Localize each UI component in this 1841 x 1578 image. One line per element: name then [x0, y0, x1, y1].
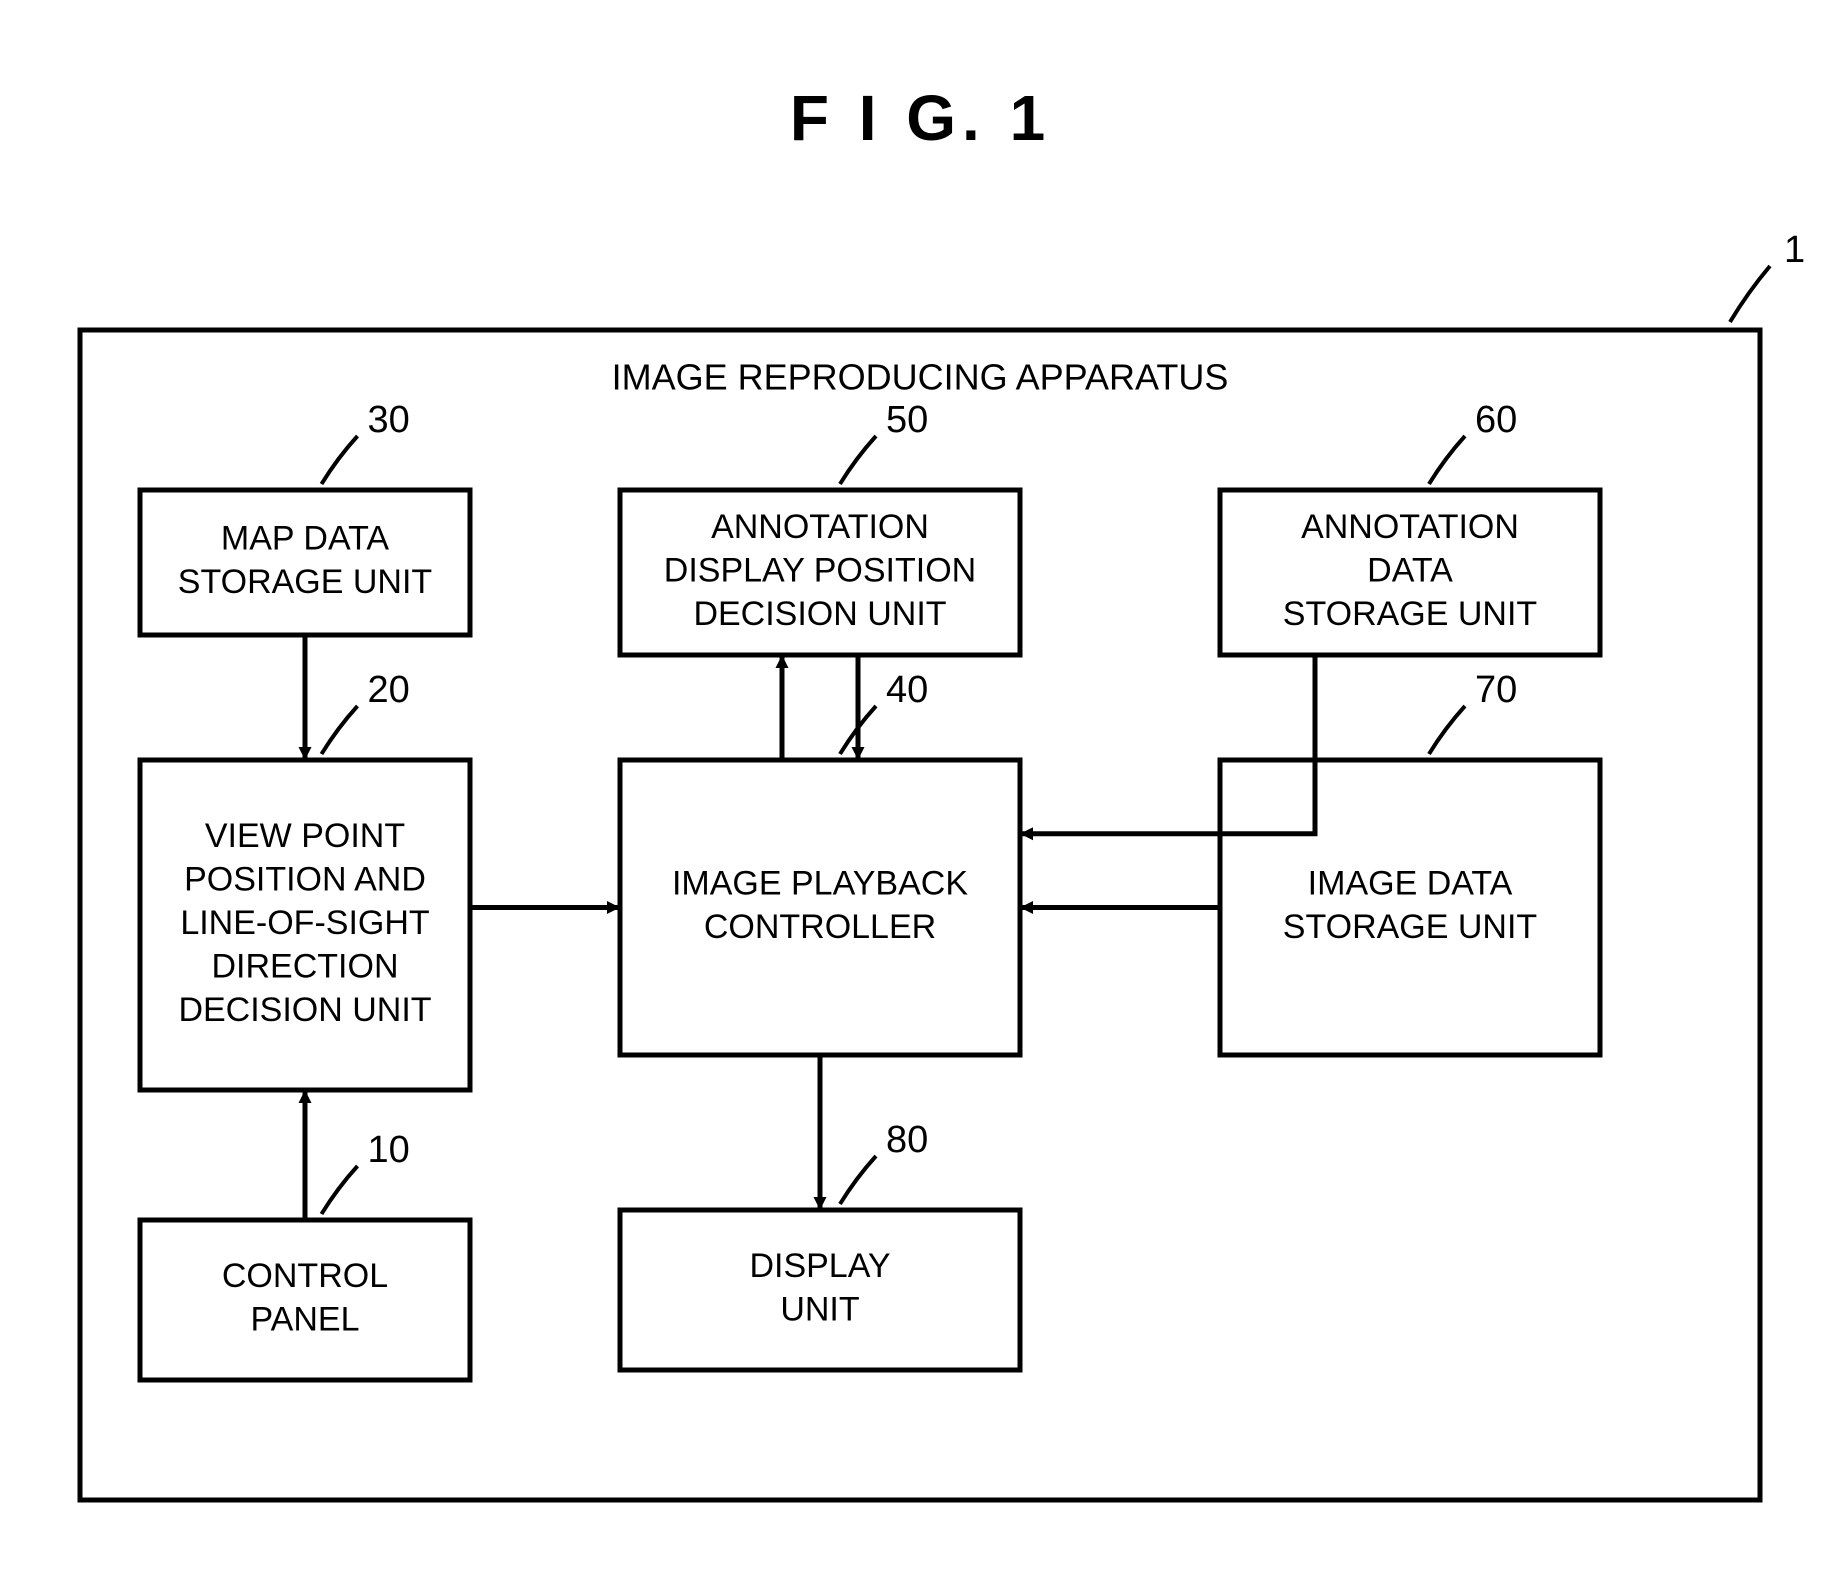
ref-80: 80: [886, 1119, 928, 1161]
node-20-label-0: VIEW POINT: [205, 817, 405, 855]
ref-60: 60: [1475, 399, 1517, 441]
ref-50: 50: [886, 399, 928, 441]
node-50-label-0: ANNOTATION: [711, 508, 929, 546]
node-50-label-1: DISPLAY POSITION: [664, 551, 976, 589]
node-60-label-1: DATA: [1367, 551, 1453, 589]
ref-10: 10: [368, 1129, 410, 1171]
node-60-label-2: STORAGE UNIT: [1283, 595, 1537, 633]
node-80-label-0: DISPLAY: [749, 1247, 890, 1285]
node-40-label-0: IMAGE PLAYBACK: [672, 865, 968, 903]
node-70-label-0: IMAGE DATA: [1308, 865, 1513, 903]
node-10-label-0: CONTROL: [222, 1257, 388, 1295]
node-20-label-3: DIRECTION: [212, 948, 399, 986]
ref-30: 30: [368, 399, 410, 441]
ref-outer: 1: [1784, 229, 1805, 271]
outer-title: IMAGE REPRODUCING APPARATUS: [612, 357, 1229, 398]
figure-diagram: F I G. 1 IMAGE REPRODUCING APPARATUS 1 MAP …: [0, 0, 1841, 1578]
node-30-label-0: MAP DATA: [221, 520, 389, 558]
ref-70: 70: [1475, 669, 1517, 711]
node-20-label-1: POSITION AND: [184, 860, 426, 898]
figure-title: F I G. 1: [790, 82, 1051, 154]
node-30-label-1: STORAGE UNIT: [178, 563, 432, 601]
node-10-label-1: PANEL: [251, 1301, 360, 1339]
ref-40: 40: [886, 669, 928, 711]
node-80-label-1: UNIT: [780, 1291, 859, 1329]
node-20-label-2: LINE-OF-SIGHT: [180, 904, 429, 942]
node-40-label-1: CONTROLLER: [704, 908, 936, 946]
node-60-label-0: ANNOTATION: [1301, 508, 1519, 546]
node-50-label-2: DECISION UNIT: [693, 595, 946, 633]
node-20-label-4: DECISION UNIT: [178, 991, 431, 1029]
node-70-label-1: STORAGE UNIT: [1283, 908, 1537, 946]
ref-20: 20: [368, 669, 410, 711]
